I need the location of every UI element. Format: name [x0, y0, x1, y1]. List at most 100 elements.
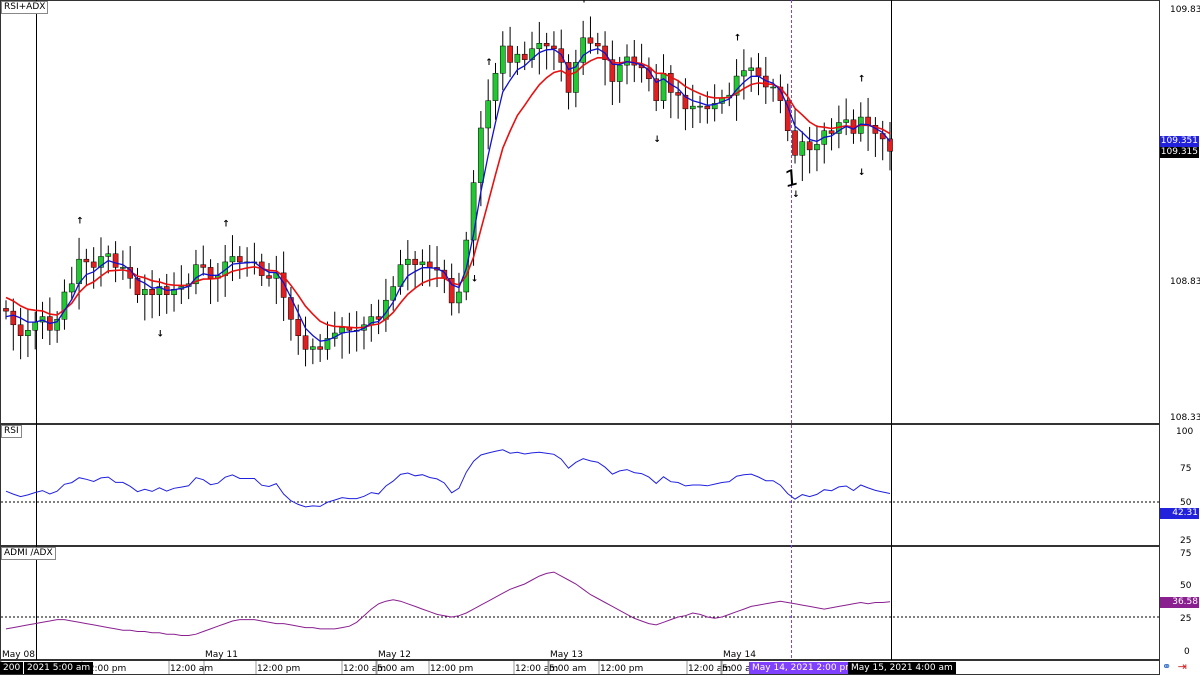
candle-body	[266, 275, 272, 279]
candle-body	[733, 75, 740, 96]
candle-body	[565, 62, 572, 93]
candle-body	[68, 283, 75, 293]
rsi-line	[5, 449, 891, 508]
candle-body	[156, 286, 163, 295]
candle-body	[514, 53, 521, 63]
candle-body	[573, 62, 579, 93]
candle-body	[741, 70, 747, 77]
time-tick-label: 5:00 am	[549, 664, 586, 674]
candle-body	[828, 130, 835, 134]
cursor-time-left: 2021 5:00 am	[24, 662, 94, 674]
candle-body	[112, 253, 119, 268]
adx-tick: 0	[1184, 647, 1190, 657]
adx-line	[5, 571, 891, 636]
time-tick-label: May 12	[378, 650, 411, 660]
rsi-tick: 75	[1180, 464, 1191, 474]
candle-body	[280, 272, 287, 298]
candle-body	[142, 289, 148, 295]
candle-body	[485, 100, 491, 129]
signal-arrow-down-icon: ↓	[858, 168, 866, 178]
candle-body	[470, 182, 477, 241]
candle-body	[799, 141, 806, 156]
candle-body	[521, 53, 528, 60]
candle-body	[17, 324, 24, 336]
candle-body	[426, 261, 433, 268]
adx-tick: 75	[1180, 549, 1191, 559]
candle-body	[609, 59, 616, 82]
candle-body	[419, 261, 426, 265]
candle-body	[120, 267, 126, 269]
candle-body	[302, 335, 309, 350]
rsi-tick: 25	[1180, 536, 1191, 546]
signal-arrow-down-icon: ↓	[792, 190, 800, 200]
price-axis: 109.839 108.839 108.339	[1170, 5, 1200, 423]
time-edge-label: 200	[0, 662, 24, 674]
candle-body	[536, 43, 543, 49]
candle-body	[755, 67, 762, 77]
signal-arrows: ↑ ↑ ↑ ↑ ↑ ↑ ↓ ↓ ↓ ↓ ↓	[76, 0, 865, 339]
link-icon[interactable]: ⚭	[1162, 660, 1172, 673]
candle-body	[814, 144, 820, 151]
candle-body	[448, 278, 455, 304]
price-tick: 109.839	[1170, 5, 1200, 15]
signal-arrow-up-icon: ↑	[580, 0, 588, 5]
adx-tick: 25	[1180, 614, 1191, 624]
time-tick-label: May 08	[2, 650, 35, 660]
slow-moving-average-line	[5, 56, 891, 329]
candle-body	[806, 141, 813, 151]
candle-body	[792, 130, 798, 156]
fast-moving-average-line	[5, 48, 891, 342]
candle-body	[324, 338, 331, 350]
candle-body	[32, 321, 39, 331]
candle-body	[236, 256, 243, 263]
signal-arrow-down-icon: ↓	[653, 135, 661, 145]
adx-tick: 50	[1180, 581, 1192, 591]
candle-body	[390, 286, 397, 301]
candle-body	[784, 100, 791, 131]
candle-body	[61, 291, 68, 320]
signal-arrow-down-icon: ↓	[156, 329, 164, 339]
time-tick-label: 12:00 pm	[600, 664, 643, 674]
candle-body	[456, 291, 462, 304]
rsi-axis: 100 75 50 25 0	[1176, 427, 1193, 546]
time-axis: May 08 12:00 pm 12:00 am May 11 12:00 pm 12:0…	[0, 650, 759, 674]
rsi-pane[interactable]	[0, 424, 1160, 546]
candle-body	[3, 308, 9, 312]
adx-pane-title: ADMI /ADX	[1, 547, 56, 560]
arrow-right-icon[interactable]: ⇥	[1177, 660, 1187, 673]
signal-arrow-up-icon: ↑	[76, 217, 84, 227]
candle-body	[207, 267, 214, 279]
adx-pane[interactable]	[0, 546, 1160, 660]
time-tick-label: 12:00 am	[343, 664, 386, 674]
adx-axis: 75 50 25 0	[1180, 549, 1192, 657]
candle-body	[682, 94, 689, 110]
candle-body	[711, 103, 718, 110]
signal-arrow-up-icon: ↑	[485, 58, 493, 68]
candle-body	[543, 43, 550, 47]
time-tick-label: 12:00 am	[170, 664, 213, 674]
time-tick-label: 12:00 am	[688, 664, 731, 674]
cursor-time-mid: May 14, 2021 2:00 pm	[749, 662, 857, 674]
candle-body	[770, 86, 776, 89]
candle-body	[149, 289, 155, 295]
corner-controls: ⚭ ⇥	[1162, 661, 1190, 673]
candle-body	[478, 127, 484, 183]
candle-body	[697, 105, 703, 108]
candle-body	[594, 43, 601, 47]
candle-body	[83, 258, 90, 263]
time-tick-label: 12:00 pm	[257, 664, 300, 674]
candle-body	[704, 105, 711, 110]
candle-body	[105, 253, 112, 257]
candle-body	[229, 256, 236, 263]
last-price-tag: 109.315	[1160, 147, 1199, 158]
price-tick: 108.839	[1170, 277, 1200, 287]
candle-body	[499, 45, 506, 74]
candle-body	[843, 119, 849, 123]
candle-body	[675, 92, 681, 96]
rsi-tick: 100	[1176, 427, 1193, 437]
price-pane[interactable]	[0, 0, 1160, 424]
time-tick-label: 12:00 pm	[430, 664, 473, 674]
rsi-tick: 50	[1180, 498, 1192, 508]
